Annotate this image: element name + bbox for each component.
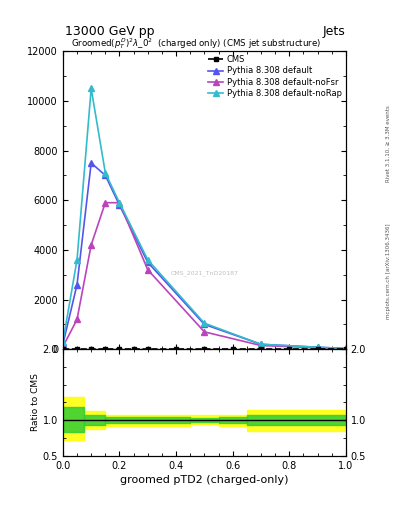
CMS (230, 346, 235, 352)
Pythia 8.308 default (259, 341, 263, 347)
CMS (103, 346, 108, 352)
CMS (287, 346, 292, 352)
Pythia 8.308 default-noRap (75, 257, 79, 263)
Pythia 8.308 default (75, 282, 79, 288)
Pythia 8.308 default-noFsr (315, 345, 320, 351)
CMS (343, 346, 348, 352)
Pythia 8.308 default-noRap (117, 200, 122, 206)
Pythia 8.308 default-noRap (103, 170, 108, 176)
X-axis label: groomed pTD2 (charged-only): groomed pTD2 (charged-only) (120, 475, 288, 485)
Pythia 8.308 default-noFsr (145, 267, 150, 273)
CMS (61, 346, 65, 352)
Pythia 8.308 default-noRap (202, 320, 207, 326)
CMS (315, 346, 320, 352)
CMS (259, 346, 263, 352)
Pythia 8.308 default-noFsr (89, 242, 94, 248)
Pythia 8.308 default-noFsr (103, 200, 108, 206)
Text: Groomed$(p_T^D)^2\lambda\_0^2$  (charged only) (CMS jet substructure): Groomed$(p_T^D)^2\lambda\_0^2$ (charged … (72, 36, 321, 51)
Y-axis label: Ratio to CMS: Ratio to CMS (31, 374, 40, 432)
CMS (174, 346, 178, 352)
Pythia 8.308 default (117, 202, 122, 208)
Pythia 8.308 default-noRap (315, 344, 320, 350)
Line: Pythia 8.308 default-noRap: Pythia 8.308 default-noRap (60, 86, 349, 352)
CMS (131, 346, 136, 352)
Pythia 8.308 default-noFsr (343, 346, 348, 352)
Legend: CMS, Pythia 8.308 default, Pythia 8.308 default-noFsr, Pythia 8.308 default-noRa: CMS, Pythia 8.308 default, Pythia 8.308 … (207, 54, 343, 99)
Pythia 8.308 default-noRap (145, 257, 150, 263)
Text: Rivet 3.1.10, ≥ 3.3M events: Rivet 3.1.10, ≥ 3.3M events (386, 105, 391, 182)
Pythia 8.308 default-noRap (343, 346, 348, 352)
Pythia 8.308 default-noFsr (259, 343, 263, 349)
Pythia 8.308 default-noRap (259, 341, 263, 347)
Pythia 8.308 default (103, 173, 108, 179)
Pythia 8.308 default (145, 259, 150, 265)
Pythia 8.308 default (343, 346, 348, 352)
Text: CMS_2021_TnD20187: CMS_2021_TnD20187 (171, 271, 239, 276)
Pythia 8.308 default (89, 160, 94, 166)
CMS (202, 346, 207, 352)
Line: CMS: CMS (61, 347, 348, 352)
CMS (89, 346, 94, 352)
Text: Jets: Jets (323, 26, 346, 38)
Pythia 8.308 default-noRap (61, 339, 65, 345)
Pythia 8.308 default-noFsr (117, 200, 122, 206)
Pythia 8.308 default (202, 322, 207, 328)
Pythia 8.308 default-noFsr (75, 316, 79, 323)
CMS (117, 346, 122, 352)
Text: mcplots.cern.ch [arXiv:1306.3436]: mcplots.cern.ch [arXiv:1306.3436] (386, 224, 391, 319)
Line: Pythia 8.308 default-noFsr: Pythia 8.308 default-noFsr (60, 200, 349, 352)
Pythia 8.308 default (315, 344, 320, 350)
Pythia 8.308 default (61, 341, 65, 347)
Pythia 8.308 default-noFsr (202, 329, 207, 335)
Text: 13000 GeV pp: 13000 GeV pp (65, 26, 155, 38)
Pythia 8.308 default-noRap (89, 86, 94, 92)
CMS (145, 346, 150, 352)
Pythia 8.308 default-noFsr (61, 344, 65, 350)
Line: Pythia 8.308 default: Pythia 8.308 default (60, 160, 349, 352)
CMS (75, 346, 79, 352)
